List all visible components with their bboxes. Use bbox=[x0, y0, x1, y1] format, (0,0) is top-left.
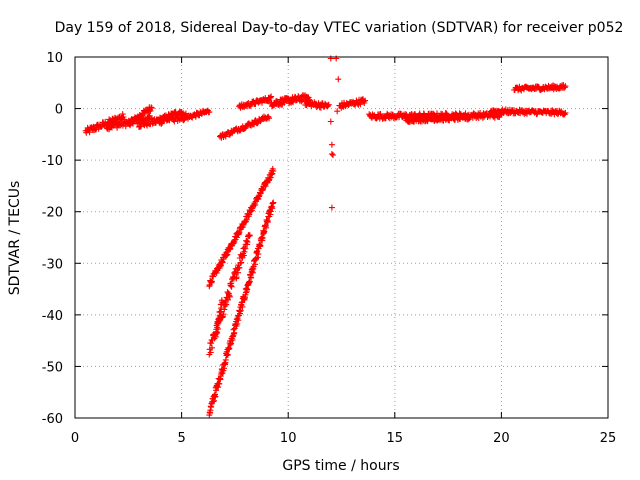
data-point bbox=[329, 151, 335, 157]
y-tick-label: -60 bbox=[42, 412, 63, 427]
data-point bbox=[329, 205, 335, 211]
y-tick-label: -20 bbox=[42, 206, 63, 221]
sdtvar-chart: Day 159 of 2018, Sidereal Day-to-day VTE… bbox=[0, 0, 640, 480]
x-tick-label: 0 bbox=[71, 431, 79, 446]
data-point bbox=[335, 76, 341, 82]
y-tick-label: -30 bbox=[42, 257, 63, 272]
x-axis-label: GPS time / hours bbox=[282, 458, 399, 474]
x-tick-label: 25 bbox=[600, 431, 617, 446]
data-point bbox=[328, 56, 334, 62]
x-tick-label: 15 bbox=[387, 431, 404, 446]
data-point bbox=[229, 284, 235, 290]
data-point bbox=[329, 142, 335, 148]
y-tick-label: -40 bbox=[42, 309, 63, 324]
data-point bbox=[328, 119, 334, 125]
x-tick-label: 20 bbox=[493, 431, 510, 446]
data-point bbox=[333, 56, 339, 62]
y-tick-label: -50 bbox=[42, 360, 63, 375]
data-point bbox=[334, 108, 340, 114]
y-tick-label: -10 bbox=[42, 154, 63, 169]
x-tick-label: 5 bbox=[177, 431, 185, 446]
y-axis-label: SDTVAR / TECUs bbox=[7, 181, 23, 296]
data-points bbox=[83, 56, 569, 419]
chart-title: Day 159 of 2018, Sidereal Day-to-day VTE… bbox=[55, 20, 624, 36]
y-tick-label: 10 bbox=[46, 51, 63, 66]
data-point bbox=[330, 152, 336, 158]
x-tick-label: 10 bbox=[280, 431, 297, 446]
y-tick-label: 0 bbox=[55, 103, 63, 118]
